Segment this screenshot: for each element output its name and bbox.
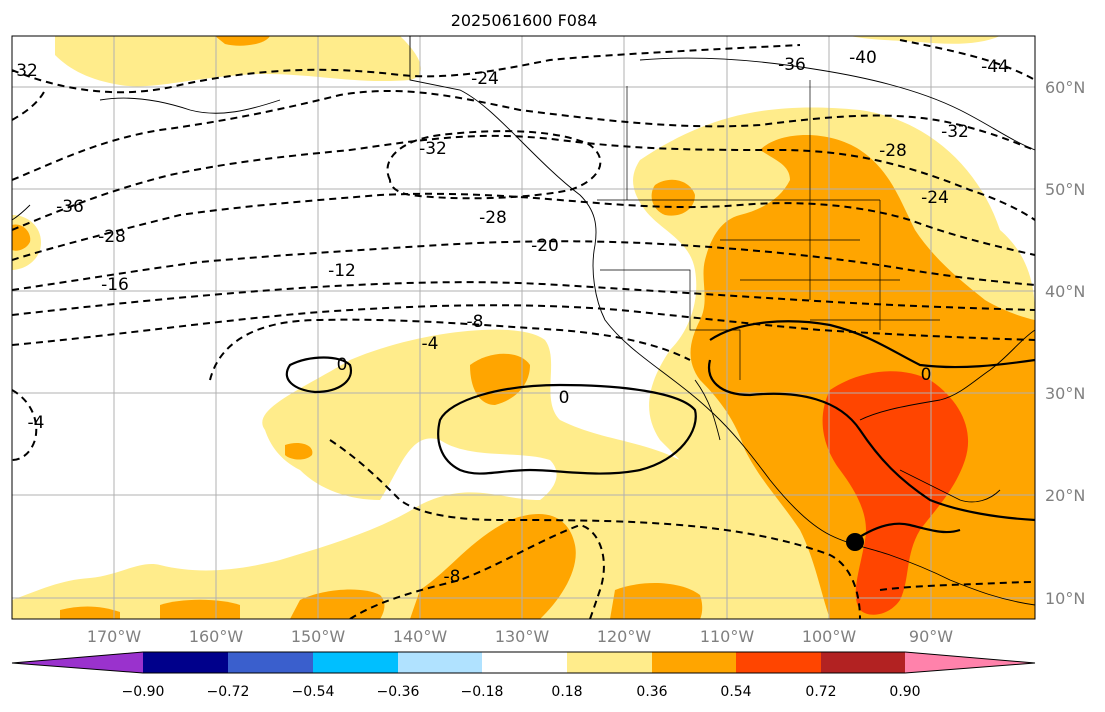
lat-label: 20°N — [1045, 486, 1085, 505]
map-area: -40 -36 -36 -44 -32 -32 -32 -28 -28 -28 … — [10, 36, 1035, 619]
latitude-labels: 60°N 50°N 40°N 30°N 20°N 10°N — [1045, 78, 1085, 608]
contour-label: -32 — [10, 61, 38, 81]
colorbar-tick-label: 0.18 — [551, 684, 582, 700]
colorbar-tick-label: −0.36 — [377, 684, 420, 700]
contour-label: -8 — [444, 567, 461, 587]
contour-label: -28 — [879, 141, 907, 161]
lon-label: 90°W — [909, 627, 953, 646]
contour-label: -32 — [419, 139, 447, 159]
lat-label: 10°N — [1045, 589, 1085, 608]
contour-label: -36 — [778, 55, 806, 75]
lat-label: 60°N — [1045, 78, 1085, 97]
colorbar-segment — [821, 652, 905, 673]
contour-label: -16 — [101, 275, 129, 295]
colorbar-tick-label: 0.36 — [636, 684, 667, 700]
contours-negative — [12, 39, 1035, 619]
colorbar-tick-label: −0.18 — [461, 684, 504, 700]
contours-zero — [285, 320, 1035, 541]
contour-label: -12 — [328, 261, 356, 281]
colorbar-tick-label: −0.72 — [207, 684, 250, 700]
colorbar-segment — [313, 652, 398, 673]
colorbar-segment — [143, 652, 228, 673]
colorbar: −0.90 −0.72 −0.54 −0.36 −0.18 0.18 0.36 … — [11, 651, 1036, 700]
lon-label: 140°W — [393, 627, 448, 646]
colorbar-segment — [398, 652, 482, 673]
contour-label: 0 — [337, 355, 348, 375]
contour-label: -4 — [28, 413, 45, 433]
contour-label: -4 — [422, 334, 439, 354]
map-title: 2025061600 F084 — [451, 11, 598, 30]
contour-label: -8 — [467, 312, 484, 332]
contour-label: -40 — [849, 48, 877, 68]
map-frame — [11, 35, 1036, 620]
contour-label: -24 — [921, 188, 949, 208]
contour-label: 0 — [559, 388, 570, 408]
coastlines — [12, 36, 1035, 606]
lon-label: 120°W — [597, 627, 652, 646]
contour-label: -28 — [98, 227, 126, 247]
colorbar-segment — [736, 652, 821, 673]
colorbar-outline — [11, 651, 1036, 674]
lon-label: 170°W — [87, 627, 142, 646]
lat-label: 50°N — [1045, 180, 1085, 199]
colorbar-tick-label: 0.54 — [720, 684, 751, 700]
lon-label: 160°W — [189, 627, 244, 646]
lon-label: 130°W — [495, 627, 550, 646]
lon-label: 110°W — [700, 627, 755, 646]
storm-center-marker — [846, 533, 864, 551]
state-borders — [597, 80, 940, 380]
shading-0.54-0.72 — [822, 371, 969, 615]
colorbar-tick-label: 0.72 — [805, 684, 836, 700]
colorbar-segment — [567, 652, 652, 673]
colorbar-segment — [482, 652, 567, 673]
graticule — [12, 36, 1035, 619]
contour-labels: -40 -36 -36 -44 -32 -32 -32 -28 -28 -28 … — [10, 48, 1009, 587]
contour-label: -20 — [531, 236, 559, 256]
colorbar-segment — [228, 652, 313, 673]
contour-label: 0 — [921, 365, 932, 385]
colorbar-extend-high — [905, 652, 1035, 673]
colorbar-extend-low — [12, 652, 143, 673]
colorbar-tick-label: −0.54 — [292, 684, 335, 700]
lon-label: 150°W — [291, 627, 346, 646]
contour-label: -32 — [941, 122, 969, 142]
lat-label: 30°N — [1045, 384, 1085, 403]
contour-label: -36 — [56, 197, 84, 217]
colorbar-tick-label: 0.90 — [889, 684, 920, 700]
colorbar-segment — [652, 652, 736, 673]
contour-label: -44 — [981, 57, 1009, 77]
lat-label: 40°N — [1045, 282, 1085, 301]
contour-label: -24 — [471, 69, 499, 89]
colorbar-tick-label: −0.90 — [122, 684, 165, 700]
longitude-labels: 170°W 160°W 150°W 140°W 130°W 120°W 110°… — [87, 627, 953, 646]
lon-label: 100°W — [802, 627, 857, 646]
contour-label: -28 — [479, 208, 507, 228]
